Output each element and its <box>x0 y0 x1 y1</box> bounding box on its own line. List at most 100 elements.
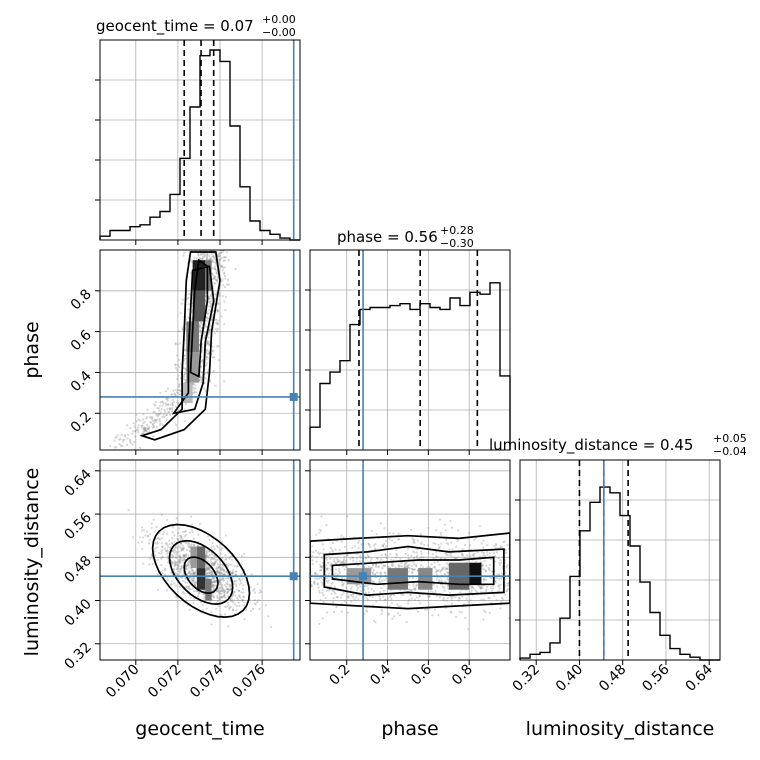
title-phase-sup: +0.28 <box>440 224 474 237</box>
sample-point <box>317 586 320 589</box>
sample-point <box>412 541 415 544</box>
sample-point <box>445 599 449 602</box>
sample-point <box>213 581 216 584</box>
sample-point <box>340 610 343 613</box>
sample-point <box>224 596 227 599</box>
sample-point <box>441 566 444 570</box>
sample-point <box>236 598 239 601</box>
sample-point <box>219 581 222 584</box>
sample-point <box>457 596 461 599</box>
sample-point <box>230 558 233 561</box>
sample-point <box>242 591 245 594</box>
sample-point <box>174 342 177 345</box>
y-tick-label-luminosity_distance: 0.32 <box>61 639 94 672</box>
sample-point <box>240 554 243 558</box>
sample-point <box>490 587 493 590</box>
sample-point <box>206 341 209 344</box>
sample-point <box>175 391 178 394</box>
sample-point <box>475 591 478 594</box>
sample-point <box>370 587 373 591</box>
sample-point <box>191 568 194 572</box>
sample-point <box>313 580 316 583</box>
sample-point <box>219 596 222 599</box>
sample-point <box>450 611 453 614</box>
sample-point <box>439 518 442 521</box>
sample-point <box>194 582 197 585</box>
sample-point <box>242 604 245 607</box>
sample-point <box>165 413 169 416</box>
sample-point <box>206 555 210 558</box>
sample-point <box>467 628 470 631</box>
sample-point <box>213 277 216 280</box>
sample-point <box>172 568 175 571</box>
sample-point <box>188 571 191 574</box>
sample-point <box>391 539 394 542</box>
sample-point <box>143 528 146 531</box>
sample-point <box>184 577 187 581</box>
sample-point <box>161 533 164 536</box>
sample-point <box>485 544 489 547</box>
sample-point <box>409 593 412 597</box>
sample-point <box>183 374 186 377</box>
sample-point <box>216 594 219 597</box>
sample-point <box>142 418 145 421</box>
sample-point <box>225 588 228 591</box>
sample-point <box>187 587 190 590</box>
sample-point <box>231 572 234 575</box>
sample-point <box>436 560 439 564</box>
sample-point <box>115 446 118 449</box>
sample-point <box>179 555 182 558</box>
sample-point <box>161 415 164 418</box>
sample-point <box>407 564 410 567</box>
sample-point <box>156 542 159 545</box>
title-geocent-time-sub: −0.00 <box>262 26 296 39</box>
sample-point <box>180 576 183 580</box>
sample-point <box>174 393 177 396</box>
sample-point <box>377 565 380 568</box>
sample-point <box>165 549 168 552</box>
sample-point <box>165 398 168 401</box>
sample-point <box>341 562 345 565</box>
sample-point <box>171 408 174 411</box>
sample-point <box>193 573 196 576</box>
sample-point <box>233 564 236 568</box>
sample-point <box>313 582 316 586</box>
sample-point <box>187 585 191 588</box>
sample-point <box>223 259 226 262</box>
sample-point <box>498 587 501 590</box>
sample-point <box>482 598 485 601</box>
sample-point <box>189 596 192 599</box>
sample-point <box>173 560 176 563</box>
sample-point <box>212 562 215 566</box>
sample-point <box>385 556 388 559</box>
sample-point <box>242 584 245 587</box>
sample-point <box>457 529 460 532</box>
sample-point <box>188 559 191 562</box>
sample-point <box>318 591 321 594</box>
sample-point <box>163 409 166 412</box>
sample-point <box>215 567 218 570</box>
sample-point <box>178 365 181 369</box>
sample-point <box>365 610 368 613</box>
sample-point <box>331 549 334 552</box>
sample-point <box>210 570 213 574</box>
sample-point <box>206 371 209 374</box>
sample-point <box>453 556 456 559</box>
sample-point <box>199 375 202 378</box>
sample-point <box>187 562 190 565</box>
sample-point <box>212 260 215 263</box>
sample-point <box>367 587 370 590</box>
sample-point <box>206 566 209 569</box>
sample-point <box>321 564 324 568</box>
x-tick-label-phase: 0.2 <box>327 662 354 689</box>
sample-point <box>350 594 353 597</box>
sample-point <box>497 589 500 593</box>
sample-point <box>371 564 375 567</box>
sample-point <box>179 393 182 396</box>
sample-point <box>161 404 164 407</box>
sample-point <box>205 549 208 552</box>
sample-point <box>229 605 232 609</box>
sample-point <box>199 252 202 255</box>
sample-point <box>337 561 340 564</box>
sample-point <box>258 607 261 611</box>
